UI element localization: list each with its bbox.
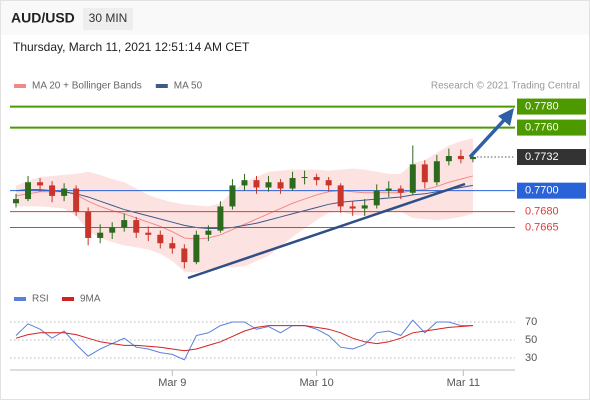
candle-body: [25, 182, 32, 200]
trend-line: [187, 182, 466, 280]
legend-swatch: [62, 297, 74, 301]
legend-label: 9MA: [80, 294, 101, 305]
rsi-plot: 70 50 30 RSI 9MA: [10, 294, 537, 364]
candle-body: [289, 178, 296, 189]
y-tick-label: 30: [525, 352, 537, 364]
candle-body: [337, 185, 344, 207]
candle-body: [325, 180, 332, 186]
price-plot: 0.7780 0.7760 0.7732 0.7700 0.7680 0.7665 MA 2…: [10, 81, 586, 273]
candle-body: [205, 230, 212, 235]
candle-body: [181, 248, 188, 263]
candle-body: [13, 199, 20, 204]
ma-line: [15, 184, 474, 229]
credit: Research © 2021 Trading Central: [431, 81, 580, 92]
level-label: 0.7680: [525, 206, 559, 218]
legend-swatch: [14, 297, 26, 301]
level-label: 0.7760: [525, 121, 559, 133]
candle-body: [157, 234, 164, 244]
candle-body: [73, 188, 80, 212]
candle-body: [37, 182, 44, 186]
candle-body: [277, 182, 284, 189]
level-label-box: [517, 119, 586, 136]
candle-body: [469, 157, 476, 160]
level-label-box: [517, 182, 586, 199]
candle-body: [265, 182, 272, 188]
level-label-box: [517, 98, 586, 115]
candle-body: [169, 243, 176, 249]
level-label: 0.7780: [525, 100, 559, 112]
x-tick-label: Mar 10: [299, 377, 333, 389]
indicator-line: [15, 319, 473, 361]
indicator-line: [15, 325, 473, 352]
level-label-box: [517, 149, 586, 166]
timestamp: Thursday, March 11, 2021 12:51:14 AM CET: [13, 40, 250, 54]
level-label: 0.7665: [525, 221, 559, 233]
ma-line: [15, 175, 474, 240]
candle-body: [145, 232, 152, 235]
candle-body: [253, 180, 260, 188]
timeframe-box: [83, 8, 133, 30]
candle-body: [217, 206, 224, 231]
candle-body: [457, 155, 464, 160]
candle-body: [193, 234, 200, 263]
candle-body: [445, 155, 452, 162]
candle-body: [109, 227, 116, 233]
level-label: 0.7700: [525, 185, 559, 197]
candle-body: [241, 180, 248, 186]
candle-body: [361, 205, 368, 209]
legend-swatch: [14, 84, 26, 88]
legend-label: MA 50: [174, 81, 203, 92]
timeframe: 30 MIN: [89, 11, 128, 25]
candle-body: [97, 232, 104, 238]
candle-body: [409, 164, 416, 193]
candle-body: [229, 185, 236, 207]
candle-body: [61, 188, 68, 196]
legend-label: MA 20 + Bollinger Bands: [32, 81, 142, 92]
candle-body: [385, 188, 392, 191]
candle-body: [433, 161, 440, 183]
candle-body: [133, 220, 140, 233]
y-tick-label: 50: [525, 334, 537, 346]
candle-body: [397, 188, 404, 193]
candle-body: [421, 164, 428, 183]
candle-body: [373, 190, 380, 206]
bollinger-band: [16, 138, 473, 273]
legend-label: RSI: [32, 294, 49, 305]
arrow-head: [498, 108, 514, 126]
candle-body: [49, 185, 56, 196]
symbol: AUD/USD: [11, 10, 75, 26]
candle-body: [313, 176, 320, 181]
x-tick-label: Mar 11: [447, 377, 480, 389]
forecast-arrow: [468, 116, 508, 159]
candle-body: [349, 206, 356, 209]
level-label: 0.7732: [525, 151, 559, 163]
legend-swatch: [155, 84, 168, 88]
x-tick-label: Mar 9: [158, 377, 186, 389]
candle-body: [85, 211, 92, 238]
candle-body: [121, 220, 128, 228]
candle-body: [301, 176, 308, 179]
y-tick-label: 70: [525, 316, 537, 328]
